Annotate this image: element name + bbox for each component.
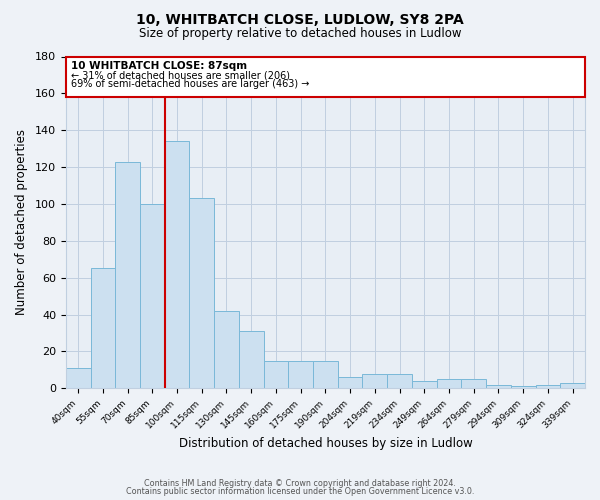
Bar	[412, 381, 437, 388]
X-axis label: Distribution of detached houses by size in Ludlow: Distribution of detached houses by size …	[179, 437, 472, 450]
Text: 69% of semi-detached houses are larger (463) →: 69% of semi-detached houses are larger (…	[71, 78, 309, 88]
Bar	[338, 377, 362, 388]
Bar	[536, 384, 560, 388]
Text: ← 31% of detached houses are smaller (206): ← 31% of detached houses are smaller (20…	[71, 70, 290, 81]
Bar	[164, 142, 190, 388]
FancyBboxPatch shape	[66, 56, 585, 97]
Bar	[140, 204, 164, 388]
Bar	[313, 360, 338, 388]
Text: 10, WHITBATCH CLOSE, LUDLOW, SY8 2PA: 10, WHITBATCH CLOSE, LUDLOW, SY8 2PA	[136, 12, 464, 26]
Text: Size of property relative to detached houses in Ludlow: Size of property relative to detached ho…	[139, 28, 461, 40]
Bar	[387, 374, 412, 388]
Bar	[115, 162, 140, 388]
Bar	[66, 368, 91, 388]
Bar	[239, 331, 263, 388]
Bar	[362, 374, 387, 388]
Bar	[190, 198, 214, 388]
Bar	[560, 382, 585, 388]
Bar	[437, 379, 461, 388]
Bar	[214, 311, 239, 388]
Y-axis label: Number of detached properties: Number of detached properties	[15, 130, 28, 316]
Bar	[91, 268, 115, 388]
Bar	[263, 360, 289, 388]
Bar	[289, 360, 313, 388]
Text: Contains public sector information licensed under the Open Government Licence v3: Contains public sector information licen…	[126, 487, 474, 496]
Bar	[461, 379, 486, 388]
Text: 10 WHITBATCH CLOSE: 87sqm: 10 WHITBATCH CLOSE: 87sqm	[71, 61, 247, 71]
Bar	[511, 386, 536, 388]
Text: Contains HM Land Registry data © Crown copyright and database right 2024.: Contains HM Land Registry data © Crown c…	[144, 478, 456, 488]
Bar	[486, 384, 511, 388]
